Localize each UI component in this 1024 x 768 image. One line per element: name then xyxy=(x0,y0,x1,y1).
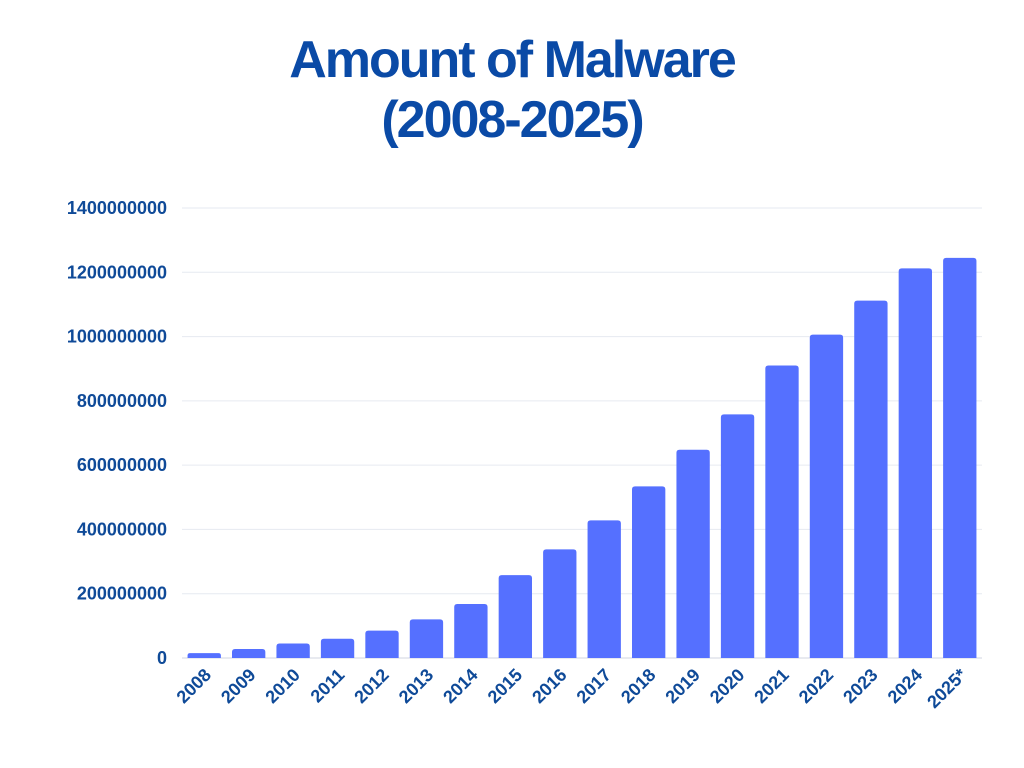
bar-2021 xyxy=(765,365,799,658)
y-tick-label: 600000000 xyxy=(77,455,167,475)
bar-2019 xyxy=(676,449,710,658)
bar-2018 xyxy=(632,486,666,658)
grid-layer xyxy=(182,207,982,659)
x-tick-label: 2010 xyxy=(261,665,303,707)
bar-2009 xyxy=(232,649,266,658)
chart-title-line: Amount of Malware xyxy=(289,31,737,89)
x-tick-label: 2015 xyxy=(484,665,526,707)
y-tick-label: 0 xyxy=(157,648,167,668)
y-axis: 0 200000000 400000000 600000000 800000000 100… xyxy=(67,198,167,668)
bar-2023 xyxy=(854,300,888,658)
x-axis: 2008 2009 2010 2011 2012 2013 2014 2015 2016 2017… xyxy=(173,665,971,712)
bar-2020 xyxy=(720,414,755,658)
bar-2017 xyxy=(587,520,621,658)
x-tick-label: 2020 xyxy=(706,665,748,707)
x-tick-label: 2022 xyxy=(795,665,837,707)
bar-2011 xyxy=(320,638,355,658)
bar-2024 xyxy=(898,268,932,658)
x-tick-label: 2019 xyxy=(661,665,703,707)
x-tick-label: 2014 xyxy=(439,665,481,707)
x-tick-label: 2008 xyxy=(173,665,215,707)
chart-title: Amount of Malware (2008-2025) xyxy=(0,30,1024,150)
x-tick-label: 2012 xyxy=(350,665,392,707)
x-tick-label: 2016 xyxy=(528,665,570,707)
bar-2010 xyxy=(276,643,310,658)
y-tick-label: 400000000 xyxy=(77,519,167,539)
x-tick-label: 2018 xyxy=(617,665,659,707)
bar-2008 xyxy=(187,653,221,658)
y-tick-label: 1000000000 xyxy=(67,327,167,347)
bar-2013 xyxy=(409,619,444,658)
y-tick-label: 1400000000 xyxy=(67,198,167,218)
x-tick-label: 2025* xyxy=(923,665,970,712)
x-tick-label: 2024 xyxy=(884,665,926,707)
bar-2015 xyxy=(498,575,532,658)
x-tick-label: 2011 xyxy=(307,665,349,707)
bar-2014 xyxy=(454,604,488,658)
x-tick-label: 2013 xyxy=(395,665,437,707)
x-tick-label: 2021 xyxy=(750,665,792,707)
y-tick-label: 800000000 xyxy=(77,391,167,411)
bar-2016 xyxy=(543,549,577,658)
y-tick-label: 200000000 xyxy=(77,584,167,604)
x-tick-label: 2017 xyxy=(573,665,615,707)
y-tick-label: 1200000000 xyxy=(67,262,167,282)
x-tick-label: 2023 xyxy=(839,665,881,707)
x-tick-label: 2009 xyxy=(217,665,259,707)
bars xyxy=(187,257,977,658)
bar-2012 xyxy=(365,630,399,658)
bar-2025-est xyxy=(943,257,977,658)
bar-2022 xyxy=(809,334,844,658)
chart-subtitle-line: (2008-2025) xyxy=(381,91,644,149)
